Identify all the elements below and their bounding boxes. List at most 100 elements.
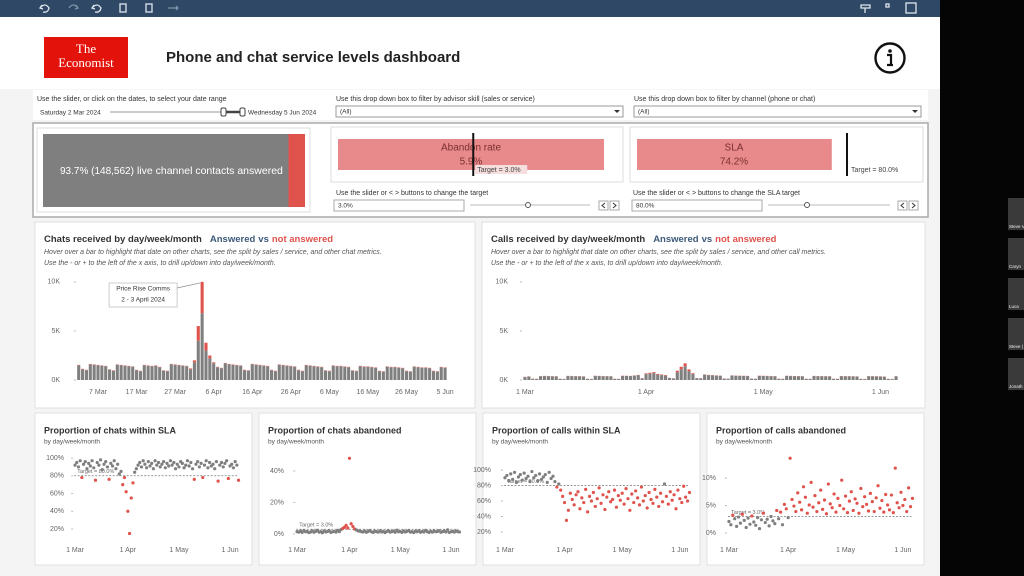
bar-segment (389, 367, 393, 380)
bar-segment (859, 379, 863, 380)
data-point (553, 480, 557, 484)
bar-segment (667, 378, 672, 380)
bar-segment (660, 375, 664, 380)
target-input[interactable] (631, 199, 763, 212)
redo-icon[interactable] (68, 4, 80, 10)
data-point (662, 482, 667, 486)
data-point (114, 467, 118, 471)
data-point (752, 520, 756, 524)
data-point (206, 466, 210, 470)
target-slider-knob[interactable] (804, 202, 810, 208)
bar-segment (644, 374, 648, 380)
data-point (194, 462, 198, 466)
data-point (87, 461, 91, 465)
logo-line: The (76, 41, 96, 56)
kpi-title: SLA (725, 143, 744, 154)
data-point (150, 461, 154, 465)
fullscreen-icon[interactable] (905, 2, 917, 14)
data-point (97, 463, 101, 467)
bar-segment (675, 372, 679, 380)
target-slider-knob[interactable] (525, 202, 531, 208)
comment-icon[interactable] (860, 4, 871, 13)
bar-segment (88, 364, 92, 380)
date-end[interactable]: Wednesday 5 Jun 2024 (248, 110, 317, 117)
bar-segment (323, 370, 328, 380)
data-point (796, 491, 800, 495)
chart-title: Proportion of calls within SLA (492, 425, 621, 435)
data-point (514, 480, 519, 484)
decrease-button[interactable] (598, 200, 609, 211)
data-point (849, 490, 853, 494)
bar-segment (235, 365, 239, 380)
bar-segment (878, 376, 882, 380)
data-point (162, 459, 166, 464)
bar-segment (243, 370, 247, 380)
control-label: Use the slider or < > buttons to change … (336, 190, 488, 197)
increase-button[interactable] (908, 200, 919, 211)
data-point (786, 516, 790, 520)
data-point (750, 514, 754, 518)
decrease-arrow (900, 202, 905, 209)
data-point (182, 466, 186, 470)
data-point (207, 460, 212, 465)
refresh-icon[interactable] (119, 3, 127, 13)
x-tick-label: 1 May (169, 547, 189, 554)
menu-icon[interactable] (885, 3, 890, 8)
chart-panel (482, 412, 701, 566)
bar-segment (847, 376, 851, 380)
bar-segment (374, 367, 378, 380)
data-point (543, 473, 547, 477)
bar-segment (648, 372, 652, 374)
chart-title: Proportion of chats abandoned (268, 425, 402, 435)
bar-segment (385, 366, 389, 380)
data-point (587, 494, 592, 498)
data-point (601, 493, 605, 497)
data-point (214, 459, 219, 464)
y-tick-label: 5K (51, 328, 60, 335)
data-point (160, 462, 164, 466)
target-input[interactable] (333, 199, 465, 212)
x-tick-label: 1 May (754, 389, 774, 396)
data-point (868, 491, 873, 495)
bar-segment (273, 371, 277, 380)
target-label: Target = 80.0% (851, 167, 898, 174)
data-point (522, 471, 526, 475)
share-icon[interactable] (168, 5, 179, 11)
bar-segment (539, 376, 543, 380)
skill-dropdown[interactable] (335, 105, 624, 118)
bar-segment (714, 375, 718, 380)
legend-entry: Answered (653, 234, 699, 245)
info-button[interactable] (874, 42, 906, 74)
bar-segment (882, 376, 886, 380)
participant-name: Jonath (1009, 384, 1023, 389)
data-point (843, 494, 848, 498)
bar-segment (165, 371, 169, 380)
data-point (891, 511, 895, 515)
date-slider-handle[interactable] (239, 107, 246, 117)
data-point (584, 487, 588, 491)
channel-dropdown[interactable] (633, 105, 922, 118)
date-slider-handle[interactable] (220, 107, 227, 117)
chart-subtitle: Use the - or + to the left of the x axis… (491, 260, 723, 267)
participant-name: Steve V (1009, 224, 1024, 229)
undo-icon[interactable] (38, 4, 50, 13)
chart-title: Calls received by day/week/month Answered… (491, 234, 777, 245)
decrease-button[interactable] (897, 200, 908, 211)
chart-subtitle: by day/week/month (44, 439, 100, 446)
bar-segment (412, 366, 416, 380)
bar-segment (277, 364, 281, 380)
bar-segment (718, 375, 722, 380)
data-point (187, 464, 191, 468)
pause-icon[interactable] (145, 3, 153, 13)
revert-icon[interactable] (90, 4, 102, 13)
bar-segment (154, 365, 158, 380)
date-start[interactable]: Saturday 2 Mar 2024 (40, 110, 101, 117)
data-point (144, 466, 149, 470)
data-point (165, 461, 169, 465)
bar-segment (749, 378, 754, 380)
increase-button[interactable] (609, 200, 620, 211)
bar-segment (703, 374, 707, 380)
bar-segment (108, 369, 112, 380)
bar-segment (781, 379, 785, 380)
bar-segment (408, 371, 412, 380)
